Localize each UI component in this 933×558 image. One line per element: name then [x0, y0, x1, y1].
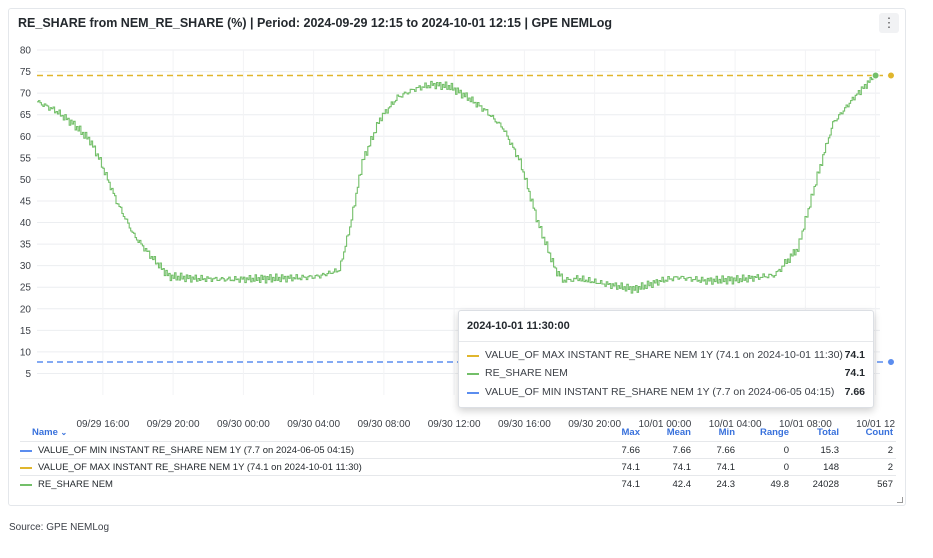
y-tick-label: 15 — [20, 326, 32, 337]
tooltip-row: VALUE_OF MAX INSTANT RE_SHARE NEM 1Y (74… — [467, 349, 865, 363]
legend-series-name[interactable]: VALUE_OF MAX INSTANT RE_SHARE NEM 1Y (74… — [38, 462, 362, 473]
y-tick-label: 25 — [20, 283, 32, 294]
cell-max: 74.1 — [621, 462, 641, 473]
column-header-range[interactable]: Range — [759, 427, 789, 438]
series-swatch — [467, 373, 479, 375]
x-tick-label: 09/30 20:00 — [568, 419, 621, 430]
x-tick-label: 10/01 12 — [856, 419, 895, 430]
y-tick-label: 50 — [20, 175, 32, 186]
legend-table: Name ⌄ Max Mean Min Range Total Count VA… — [20, 424, 896, 492]
tooltip-divider — [459, 341, 873, 342]
tooltip-row: VALUE_OF MIN INSTANT RE_SHARE NEM 1Y (7.… — [467, 386, 865, 400]
cell-range: 49.8 — [770, 479, 790, 490]
series-point — [871, 71, 880, 80]
series-swatch — [467, 355, 479, 357]
series-line — [37, 75, 877, 294]
chart-tooltip: 2024-10-01 11:30:00 VALUE_OF MAX INSTANT… — [458, 310, 874, 408]
x-tick-label: 09/30 00:00 — [217, 419, 270, 430]
tooltip-series-name: VALUE_OF MAX INSTANT RE_SHARE NEM 1Y (74… — [485, 349, 843, 361]
tooltip-series-value: 74.1 — [844, 367, 865, 379]
series-point — [887, 357, 895, 366]
y-tick-label: 45 — [20, 196, 32, 207]
cell-min: 24.3 — [716, 479, 736, 490]
cell-min: 7.66 — [716, 445, 736, 456]
legend-table-header: Name ⌄ Max Mean Min Range Total Count — [20, 424, 896, 441]
legend-series-name[interactable]: RE_SHARE NEM — [38, 479, 113, 490]
cell-mean: 42.4 — [672, 479, 692, 490]
resize-handle-icon[interactable] — [897, 497, 903, 503]
cell-total: 15.3 — [820, 445, 840, 456]
y-tick-label: 80 — [20, 46, 32, 57]
chevron-down-icon[interactable]: ⌄ — [60, 428, 68, 437]
series-swatch — [20, 484, 32, 486]
y-tick-label: 55 — [20, 153, 32, 164]
cell-total: 148 — [823, 462, 839, 473]
tooltip-series-name: RE_SHARE NEM — [485, 367, 568, 379]
cell-max: 7.66 — [621, 445, 641, 456]
y-tick-label: 70 — [20, 89, 32, 100]
legend-row[interactable]: RE_SHARE NEM 74.1 42.4 24.3 49.8 24028 5… — [20, 475, 896, 492]
source-caption: Source: GPE NEMLog — [9, 522, 110, 533]
column-header-name[interactable]: Name ⌄ — [32, 427, 68, 438]
cell-range: 0 — [783, 462, 789, 473]
more-vertical-icon[interactable]: ⋮ — [879, 13, 899, 33]
cell-mean: 74.1 — [672, 462, 692, 473]
y-tick-label: 10 — [20, 347, 32, 358]
cell-max: 74.1 — [621, 479, 641, 490]
y-tick-label: 30 — [20, 261, 32, 272]
cell-count: 2 — [887, 462, 893, 473]
y-tick-label: 5 — [25, 369, 31, 380]
x-tick-label: 09/30 08:00 — [357, 419, 410, 430]
series-swatch — [20, 450, 32, 452]
panel-title: RE_SHARE from NEM_RE_SHARE (%) | Period:… — [18, 16, 612, 30]
cell-count: 567 — [877, 479, 893, 490]
column-header-total[interactable]: Total — [817, 427, 839, 438]
series-swatch — [467, 392, 479, 394]
column-header-count[interactable]: Count — [865, 427, 893, 438]
column-header-mean[interactable]: Mean — [666, 427, 691, 438]
cell-total: 24028 — [812, 479, 839, 490]
x-tick-label: 09/29 16:00 — [76, 419, 129, 430]
tooltip-series-value: 7.66 — [844, 386, 865, 398]
y-tick-label: 75 — [20, 67, 32, 78]
legend-row[interactable]: VALUE_OF MAX INSTANT RE_SHARE NEM 1Y (74… — [20, 458, 896, 475]
x-tick-label: 10/01 08:00 — [779, 419, 832, 430]
cell-mean: 7.66 — [672, 445, 692, 456]
cell-min: 74.1 — [716, 462, 736, 473]
cell-count: 2 — [887, 445, 893, 456]
legend-row[interactable]: VALUE_OF MIN INSTANT RE_SHARE NEM 1Y (7.… — [20, 441, 896, 458]
column-header-max[interactable]: Max — [621, 427, 640, 438]
x-tick-label: 10/01 00:00 — [638, 419, 691, 430]
series-swatch — [20, 467, 32, 469]
tooltip-time: 2024-10-01 11:30:00 — [467, 320, 570, 332]
tooltip-row: RE_SHARE NEM 74.1 — [467, 367, 865, 381]
legend-series-name[interactable]: VALUE_OF MIN INSTANT RE_SHARE NEM 1Y (7.… — [38, 445, 355, 456]
x-tick-label: 09/30 12:00 — [428, 419, 481, 430]
y-tick-label: 20 — [20, 304, 32, 315]
series-point — [887, 71, 895, 80]
y-tick-label: 65 — [20, 110, 32, 121]
y-tick-label: 35 — [20, 240, 32, 251]
x-tick-label: 10/01 04:00 — [709, 419, 762, 430]
x-tick-label: 09/30 16:00 — [498, 419, 551, 430]
x-tick-label: 09/29 20:00 — [147, 419, 200, 430]
tooltip-series-name: VALUE_OF MIN INSTANT RE_SHARE NEM 1Y (7.… — [485, 386, 835, 398]
y-tick-label: 40 — [20, 218, 32, 229]
y-tick-label: 60 — [20, 132, 32, 143]
tooltip-series-value: 74.1 — [844, 349, 865, 361]
x-tick-label: 09/30 04:00 — [287, 419, 340, 430]
column-header-min[interactable]: Min — [718, 427, 735, 438]
cell-range: 0 — [783, 445, 789, 456]
